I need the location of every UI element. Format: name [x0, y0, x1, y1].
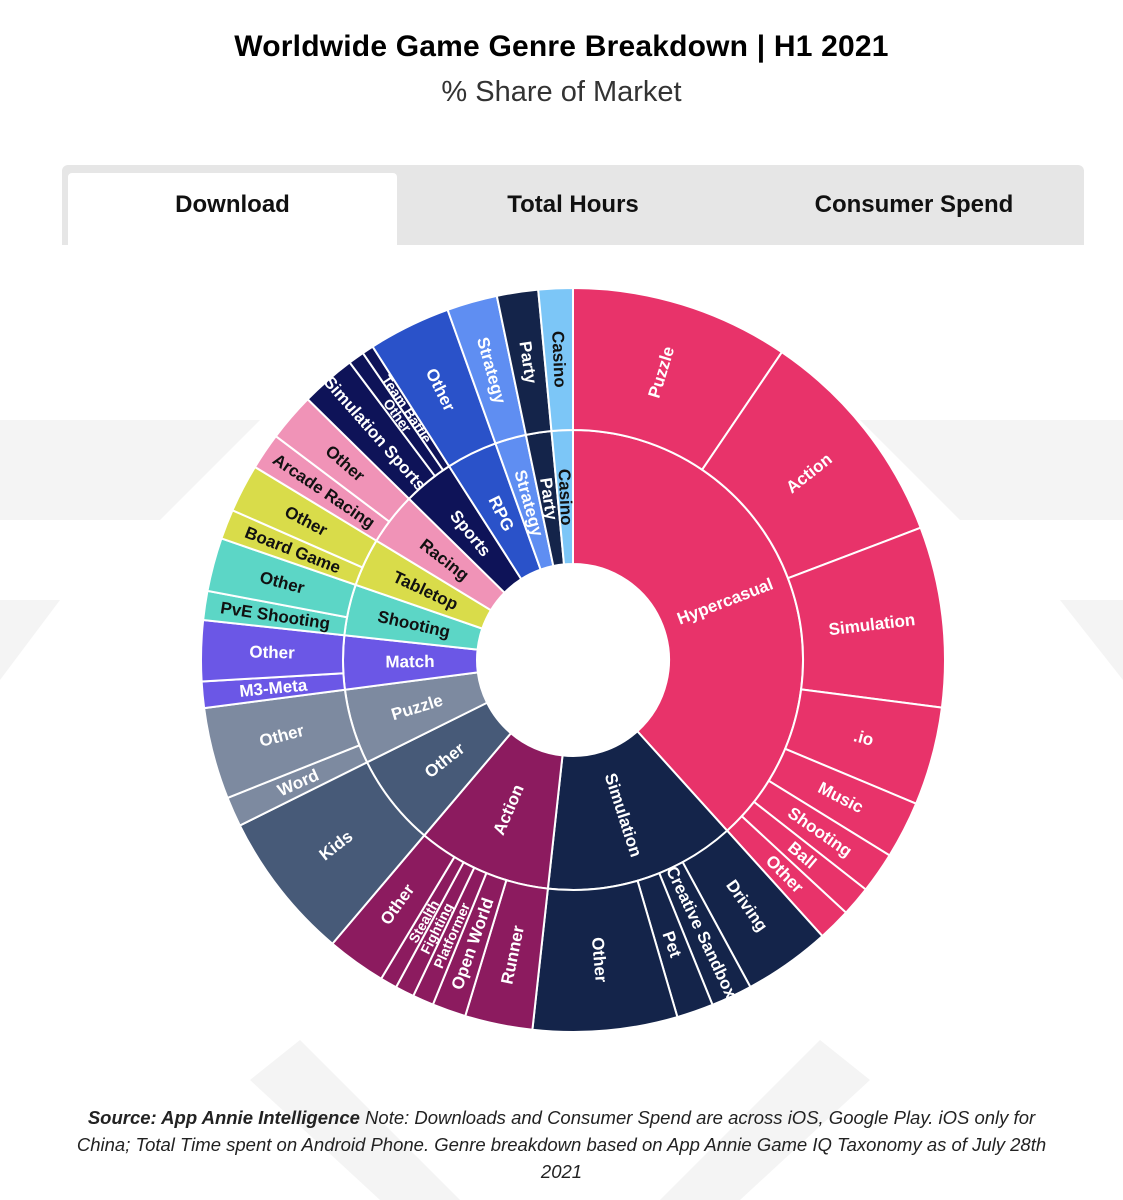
chart-title: Worldwide Game Genre Breakdown | H1 2021	[234, 30, 889, 63]
outer-segment-hypercasual-io-label: .io	[852, 726, 876, 749]
outer-segment-match-other-label: Other	[249, 642, 295, 662]
inner-segment-match-label: Match	[385, 652, 434, 672]
tab-consumer-spend[interactable]: Consumer Spend	[814, 191, 1014, 218]
tab-total-hours[interactable]: Total Hours	[507, 191, 639, 218]
metric-tab-bar: Download Total Hours Consumer Spend	[62, 165, 1084, 245]
sunburst-center-hole	[478, 565, 668, 755]
outer-segment-simulation-other-label: Other	[588, 936, 611, 983]
tab-download[interactable]: Download	[68, 173, 397, 245]
footnote-note: Note: Downloads and Consumer Spend are a…	[76, 1107, 1047, 1182]
chart-subtitle: % Share of Market	[441, 76, 682, 108]
footnote-source: Source: App Annie Intelligence	[87, 1107, 360, 1128]
outer-segment-casino-casino-label: Casino	[548, 331, 570, 389]
footnote: Source: App Annie Intelligence Note: Dow…	[60, 1104, 1063, 1185]
outer-segment-casino-casino	[537, 286, 574, 433]
inner-segment-casino-label: Casino	[555, 468, 577, 526]
